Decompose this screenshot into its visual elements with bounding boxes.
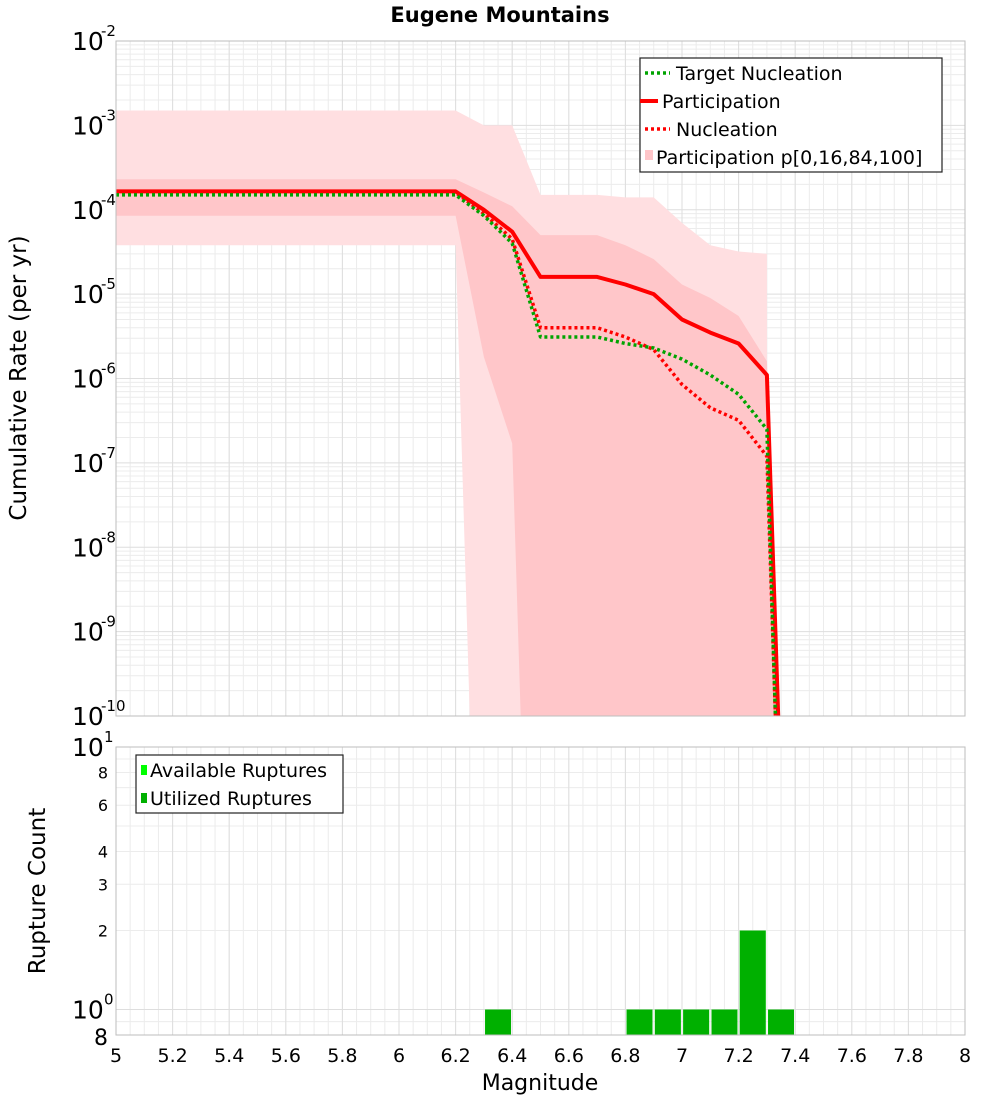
utilized-ruptures-bar	[739, 930, 766, 1035]
x-tick-label: 6.2	[440, 1045, 470, 1067]
top-y-tick-exp: -7	[101, 444, 116, 462]
series-line-participation	[116, 189, 781, 717]
utilized-ruptures-bar	[485, 1009, 511, 1035]
bottom-bars	[485, 930, 794, 1035]
bottom-y-tick-exp: 0	[104, 991, 114, 1009]
top-y-tick-exp: -10	[101, 697, 126, 715]
top-y-tick-exp: -2	[101, 22, 116, 40]
top-y-tick-base: 10	[72, 27, 104, 56]
x-tick-label: 8	[959, 1045, 971, 1067]
bottom-y-tick: 8	[98, 763, 108, 782]
top-y-tick-exp: -9	[101, 613, 116, 631]
legend-label-participation: Participation	[662, 91, 781, 113]
top-y-tick: 10-10	[72, 697, 126, 731]
bottom-y-tick-base: 10	[72, 733, 104, 762]
top-y-tick-base: 10	[72, 702, 104, 731]
top-legend-box	[639, 57, 943, 173]
utilized-ruptures-bar	[654, 1009, 681, 1035]
top-y-tick: 10-3	[72, 106, 116, 140]
top-y-tick-base: 10	[72, 196, 104, 225]
bottom-y-tick: 6	[98, 796, 108, 815]
x-tick-label: 5.6	[271, 1045, 301, 1067]
legend-label-participation-band: Participation p[0,16,84,100]	[656, 147, 922, 169]
bottom-legend-box	[135, 754, 344, 814]
bottom-y-tick: 8	[94, 1026, 108, 1051]
x-tick-label: 7.8	[893, 1045, 923, 1067]
top-lines	[116, 189, 781, 717]
bottom-y-axis-label: Rupture Count	[25, 808, 51, 974]
bottom-grid	[115, 746, 966, 1035]
bottom-y-tick-label: 3	[98, 875, 108, 894]
x-tick-label: 5.2	[157, 1045, 187, 1067]
bottom-y-tick-base: 10	[72, 996, 104, 1025]
legend-label-utilized-ruptures: Utilized Ruptures	[150, 788, 312, 810]
top-y-tick: 10-6	[72, 360, 116, 394]
bottom-y-tick: 2	[98, 922, 108, 941]
bottom-y-tick-label: 8	[98, 763, 108, 782]
legend-label-available-ruptures: Available Ruptures	[150, 760, 327, 782]
series-line-target-nucleation	[116, 193, 778, 717]
top-y-tick-base: 10	[72, 533, 104, 562]
x-tick-label: 6.8	[610, 1045, 640, 1067]
bottom-x-ticks: 5 5.2 5.4 5.6 5.8 6 6.2 6.4 6.6 6.8 7 7.2 7.4 7.6 7.8 8	[110, 1045, 971, 1067]
legend-swatch-participation-band	[645, 150, 653, 160]
bottom-y-tick: 4	[98, 842, 108, 861]
top-y-tick: 10-9	[72, 613, 116, 647]
top-y-tick-base: 10	[72, 111, 104, 140]
top-y-tick-exp: -6	[101, 360, 116, 378]
top-y-tick-base: 10	[72, 449, 104, 478]
x-tick-label: 6.4	[497, 1045, 527, 1067]
top-plot-frame	[115, 40, 966, 717]
top-y-tick-exp: -4	[101, 191, 116, 209]
top-y-tick: 10-5	[72, 275, 116, 309]
top-y-tick: 10-8	[72, 528, 116, 562]
top-y-tick-exp: -5	[101, 275, 116, 293]
x-tick-label: 7	[676, 1045, 688, 1067]
participation-band-inner	[116, 179, 779, 716]
bottom-y-tick: 3	[98, 875, 108, 894]
top-y-tick-exp: -8	[101, 528, 116, 546]
top-y-tick-exp: -3	[101, 106, 116, 124]
x-tick-label: 7.2	[723, 1045, 753, 1067]
top-y-tick-base: 10	[72, 280, 104, 309]
top-y-ticks: 10-210-310-410-510-610-710-810-910-10	[72, 22, 126, 731]
x-tick-label: 5	[110, 1045, 122, 1067]
utilized-ruptures-bar	[626, 1009, 653, 1035]
top-y-tick-base: 10	[72, 365, 104, 394]
bottom-y-tick-label: 6	[98, 796, 108, 815]
top-y-tick-base: 10	[72, 618, 104, 647]
bottom-y-tick-exp: 1	[104, 728, 114, 746]
top-legend: Target Nucleation Participation Nucleati…	[639, 57, 943, 173]
top-y-tick: 10-2	[72, 22, 116, 56]
top-y-tick: 10-4	[72, 191, 116, 225]
legend-swatch-available-ruptures	[141, 765, 147, 775]
top-y-axis-label: Cumulative Rate (per yr)	[6, 235, 32, 520]
bottom-y-tick: 10 1	[72, 728, 114, 762]
utilized-ruptures-bar	[683, 1009, 710, 1035]
legend-label-nucleation: Nucleation	[676, 119, 778, 141]
bottom-y-tick: 10 0	[72, 991, 114, 1025]
chart-title: Eugene Mountains	[390, 3, 609, 27]
x-tick-label: 7.4	[780, 1045, 810, 1067]
legend-label-target-nucleation: Target Nucleation	[675, 63, 843, 85]
bottom-plot-frame	[115, 746, 966, 1036]
x-tick-label: 7.6	[837, 1045, 867, 1067]
x-axis-label: Magnitude	[482, 1071, 599, 1096]
top-y-tick: 10-7	[72, 444, 116, 478]
legend-swatch-utilized-ruptures	[141, 793, 147, 803]
bottom-y-tick-label: 2	[98, 922, 108, 941]
top-bands	[116, 110, 779, 716]
utilized-ruptures-bar	[768, 1009, 794, 1035]
utilized-ruptures-bar	[711, 1009, 738, 1035]
bottom-y-tick-label: 4	[98, 842, 108, 861]
x-tick-label: 5.8	[327, 1045, 357, 1067]
bottom-y-tick-label: 8	[94, 1026, 108, 1051]
x-tick-label: 6.6	[554, 1045, 584, 1067]
bottom-legend: Available Ruptures Utilized Ruptures	[135, 754, 344, 814]
x-tick-label: 5.4	[214, 1045, 244, 1067]
x-tick-label: 6	[393, 1045, 405, 1067]
